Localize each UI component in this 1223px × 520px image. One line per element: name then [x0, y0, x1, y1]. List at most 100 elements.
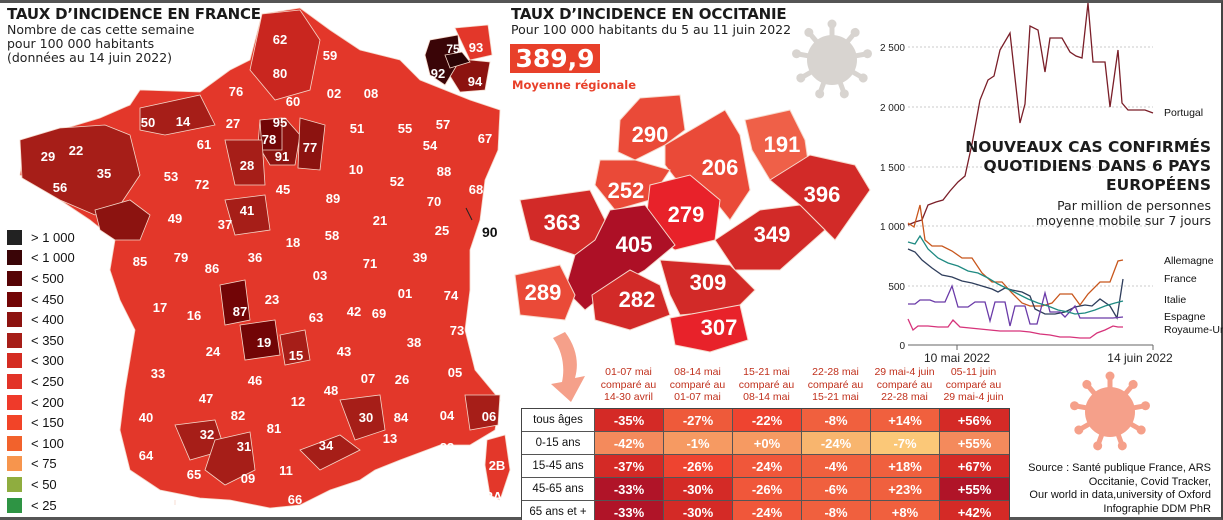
- svg-text:85: 85: [133, 254, 147, 269]
- header-line: comparé au: [945, 378, 1002, 391]
- svg-text:25: 25: [435, 223, 449, 238]
- header-line: 22-28 mai: [812, 366, 859, 378]
- legend-label: < 150: [31, 415, 64, 431]
- occitanie-dept-value: 252: [608, 178, 645, 203]
- table-cell: +67%: [940, 454, 1009, 477]
- svg-text:34: 34: [319, 438, 334, 453]
- column-header: 29 mai-4 juin comparé au 22-28 mai: [870, 366, 939, 404]
- svg-text:24: 24: [206, 344, 221, 359]
- legend-label: < 300: [31, 353, 64, 369]
- legend-item: < 200: [7, 392, 75, 413]
- y-tick: 2 000: [880, 103, 905, 114]
- y-tick: 500: [888, 282, 905, 293]
- svg-text:08: 08: [364, 86, 378, 101]
- svg-text:43: 43: [337, 344, 351, 359]
- svg-text:48: 48: [324, 383, 338, 398]
- occitanie-dept-value: 282: [619, 287, 656, 312]
- table-cell: -8%: [802, 500, 871, 520]
- svg-text:01: 01: [398, 286, 412, 301]
- series-label-espagne: Espagne: [1164, 311, 1206, 323]
- chart-title-line: NOUVEAUX CAS CONFIRMÉS: [965, 138, 1211, 156]
- table-cell: +18%: [871, 454, 940, 477]
- table-row: 45-65 ans -33% -30% -26% -6% +23% +55%: [522, 477, 1009, 501]
- france-subtitle-line: Nombre de cas cette semaine: [7, 22, 195, 37]
- legend-label: < 450: [31, 291, 64, 307]
- occitanie-dept-value: 206: [702, 155, 739, 180]
- svg-text:2A: 2A: [486, 489, 503, 504]
- svg-text:74: 74: [444, 288, 459, 303]
- occitanie-title: TAUX D’INCIDENCE EN OCCITANIE: [511, 5, 787, 23]
- svg-text:65: 65: [187, 467, 201, 482]
- legend-swatch: [7, 373, 22, 389]
- legend-swatch: [7, 456, 22, 472]
- svg-text:73: 73: [450, 323, 464, 338]
- row-label: 0-15 ans: [522, 431, 595, 454]
- svg-text:89: 89: [326, 191, 340, 206]
- virus-icon: [792, 19, 872, 100]
- table-cell: -24%: [733, 454, 802, 477]
- header-line: 29 mai-4 juin: [943, 391, 1004, 403]
- svg-text:11: 11: [279, 463, 293, 478]
- y-tick: 0: [899, 341, 905, 352]
- legend-item: < 75: [7, 454, 75, 475]
- header-line: 29 mai-4 juin: [874, 366, 935, 378]
- regional-average-label: Moyenne régionale: [512, 78, 637, 92]
- age-evolution-table: 01-07 mai comparé au 14-30 avril 08-14 mai…: [521, 366, 1010, 520]
- svg-text:52: 52: [390, 174, 404, 189]
- legend-item: < 500: [7, 268, 75, 289]
- legend-item: < 50: [7, 474, 75, 495]
- svg-text:69: 69: [372, 306, 386, 321]
- svg-text:90: 90: [482, 224, 498, 240]
- incidence-legend: > 1 000 < 1 000 < 500 < 450 < 400 < 350 …: [7, 227, 75, 515]
- y-tick: 1 500: [880, 163, 905, 174]
- svg-text:70: 70: [427, 194, 441, 209]
- svg-text:56: 56: [53, 180, 67, 195]
- legend-swatch: [7, 270, 22, 286]
- france-map: 62 59 80 76 60 02 08 50 14 27 95 51 55 57 67 78 77 91…: [19, 7, 511, 509]
- series-label-france: France: [1164, 273, 1197, 285]
- svg-text:16: 16: [187, 308, 201, 323]
- svg-text:72: 72: [195, 177, 209, 192]
- series-france: [907, 248, 1124, 320]
- table-cell: -22%: [733, 408, 802, 431]
- column-header: 22-28 mai comparé au 15-21 mai: [801, 366, 870, 404]
- arrow-down-icon: [551, 332, 585, 402]
- svg-text:71: 71: [363, 256, 377, 271]
- header-line: comparé au: [600, 378, 657, 391]
- legend-swatch: [7, 497, 22, 513]
- legend-item: < 100: [7, 433, 75, 454]
- svg-text:05: 05: [448, 365, 462, 380]
- svg-text:14: 14: [176, 114, 191, 129]
- svg-text:63: 63: [309, 310, 323, 325]
- header-line: comparé au: [807, 378, 864, 391]
- svg-text:92: 92: [431, 66, 445, 81]
- svg-text:47: 47: [199, 391, 213, 406]
- svg-text:45: 45: [276, 182, 290, 197]
- svg-text:59: 59: [323, 48, 337, 63]
- svg-text:09: 09: [241, 471, 255, 486]
- table-cell: -4%: [802, 454, 871, 477]
- header-line: 01-07 mai: [674, 391, 721, 403]
- svg-text:21: 21: [373, 213, 387, 228]
- svg-text:2B: 2B: [489, 458, 506, 473]
- legend-swatch: [7, 291, 22, 307]
- legend-swatch: [7, 415, 22, 431]
- table-row: tous âges -35% -27% -22% -8% +14% +56%: [522, 408, 1009, 432]
- table-row: 0-15 ans -42% -1% +0% -24% -7% +55%: [522, 431, 1009, 455]
- svg-text:27: 27: [226, 116, 240, 131]
- table-cell: +55%: [940, 477, 1009, 500]
- chart-subtitle-line: Par million de personnes: [1057, 198, 1211, 213]
- svg-text:07: 07: [361, 371, 375, 386]
- legend-item: < 300: [7, 351, 75, 372]
- svg-text:82: 82: [231, 408, 245, 423]
- source-line: Occitanie, Covid Tracker,: [1088, 475, 1211, 488]
- table-cell: -26%: [664, 454, 733, 477]
- svg-text:60: 60: [286, 94, 300, 109]
- virus-icon: [1070, 371, 1150, 452]
- chart-title-line: QUOTIDIENS DANS 6 PAYS: [983, 157, 1211, 175]
- legend-item: < 150: [7, 412, 75, 433]
- legend-item: < 1 000: [7, 248, 75, 269]
- cases-line-chart: 2 500 2 000 1 500 1 000 500 0 10 mai 202…: [880, 2, 1223, 365]
- legend-label: < 250: [31, 373, 64, 389]
- legend-label: < 100: [31, 435, 64, 451]
